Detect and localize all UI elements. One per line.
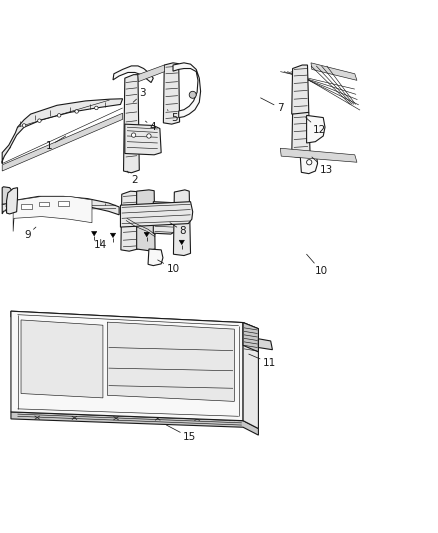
Text: 9: 9 — [24, 227, 36, 240]
Text: 7: 7 — [261, 98, 283, 113]
Circle shape — [147, 134, 151, 138]
Polygon shape — [107, 322, 234, 401]
Text: 2: 2 — [127, 171, 138, 185]
Polygon shape — [138, 65, 165, 82]
Text: 10: 10 — [307, 254, 328, 276]
Polygon shape — [92, 231, 97, 236]
Text: 14: 14 — [94, 239, 107, 251]
Polygon shape — [163, 63, 180, 124]
Circle shape — [38, 119, 41, 123]
Circle shape — [189, 91, 196, 98]
Polygon shape — [2, 197, 119, 215]
Polygon shape — [110, 233, 116, 238]
Polygon shape — [173, 190, 191, 255]
Circle shape — [95, 106, 98, 110]
Text: 5: 5 — [167, 110, 177, 123]
Polygon shape — [280, 148, 357, 162]
Polygon shape — [179, 240, 184, 245]
Bar — [58, 201, 69, 206]
Text: 10: 10 — [158, 260, 180, 273]
Polygon shape — [300, 152, 318, 174]
Polygon shape — [243, 322, 258, 352]
Text: 11: 11 — [249, 354, 276, 368]
Text: 13: 13 — [312, 157, 333, 175]
Polygon shape — [243, 322, 258, 429]
Polygon shape — [173, 63, 201, 118]
Polygon shape — [113, 66, 153, 83]
Polygon shape — [21, 320, 103, 398]
Polygon shape — [153, 201, 175, 234]
Polygon shape — [292, 65, 309, 115]
Polygon shape — [125, 124, 161, 155]
Polygon shape — [2, 113, 123, 171]
Polygon shape — [11, 311, 243, 421]
Polygon shape — [144, 232, 149, 237]
Polygon shape — [121, 191, 138, 251]
Text: 3: 3 — [133, 88, 146, 102]
Polygon shape — [292, 112, 310, 158]
Polygon shape — [13, 197, 92, 231]
Circle shape — [307, 159, 312, 165]
Circle shape — [75, 110, 78, 113]
Circle shape — [22, 124, 26, 127]
Polygon shape — [148, 249, 163, 265]
Polygon shape — [120, 201, 193, 227]
Bar — [39, 202, 49, 206]
Circle shape — [57, 114, 61, 117]
Polygon shape — [11, 412, 258, 435]
Polygon shape — [11, 311, 258, 335]
Polygon shape — [2, 99, 123, 164]
Polygon shape — [124, 75, 139, 173]
Text: 8: 8 — [170, 223, 186, 236]
Text: 15: 15 — [166, 425, 196, 442]
Circle shape — [131, 133, 136, 138]
Polygon shape — [307, 115, 325, 143]
Polygon shape — [2, 187, 13, 204]
Text: 4: 4 — [145, 121, 156, 132]
Polygon shape — [7, 188, 18, 214]
Text: 1: 1 — [46, 136, 66, 151]
Polygon shape — [137, 190, 155, 251]
Polygon shape — [258, 339, 272, 350]
Polygon shape — [311, 63, 357, 80]
Text: 12: 12 — [306, 118, 326, 135]
Bar — [21, 204, 32, 209]
